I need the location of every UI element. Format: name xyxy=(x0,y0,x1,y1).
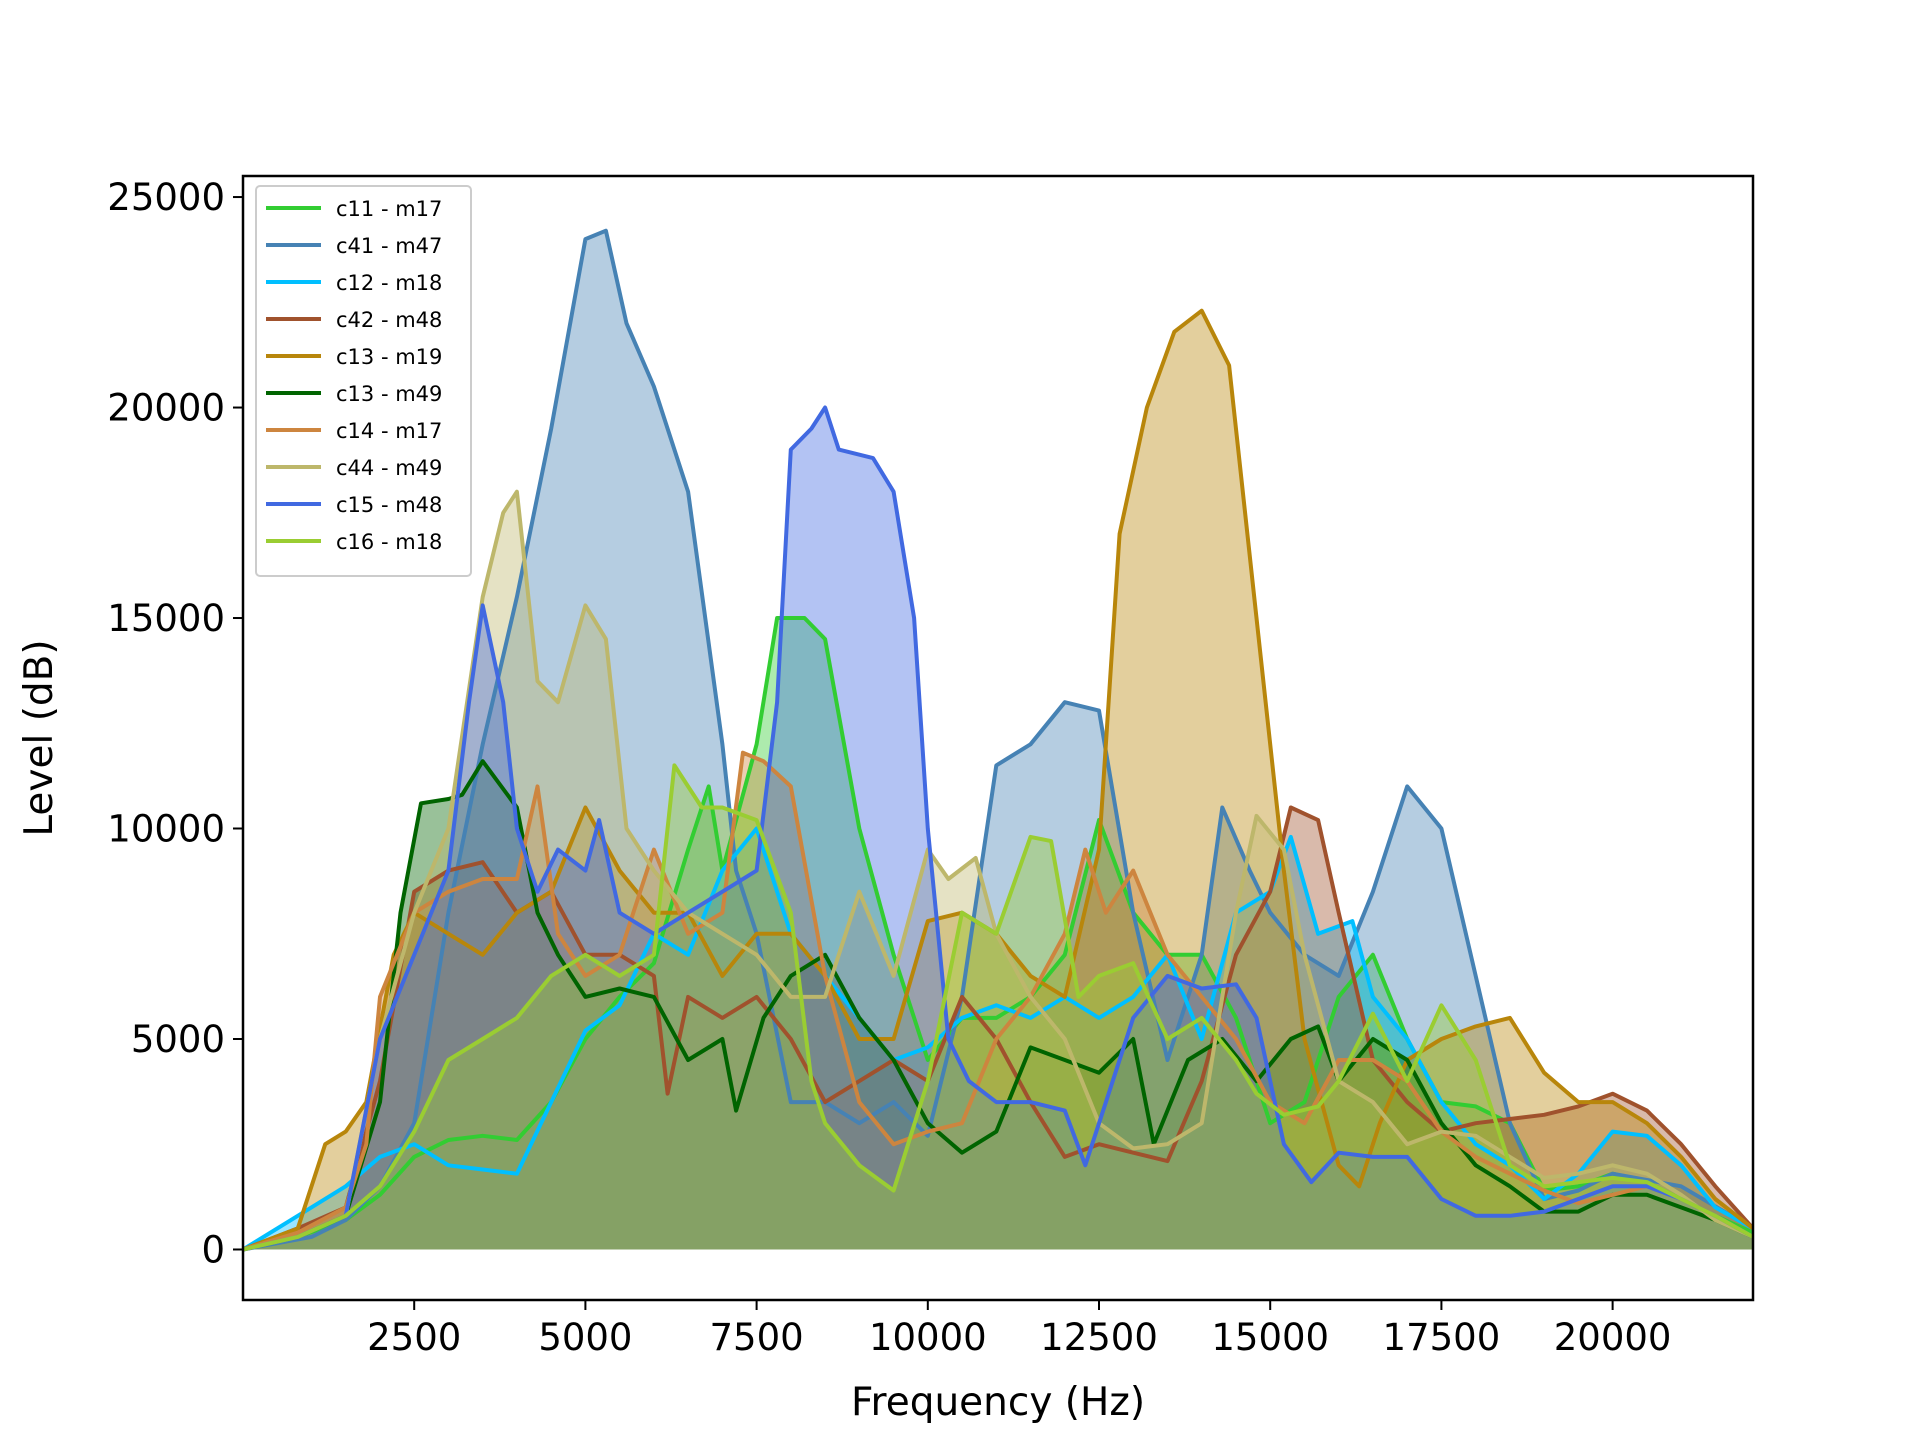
legend-label: c11 - m17 xyxy=(336,197,442,221)
x-tick-label: 15000 xyxy=(1211,1316,1329,1359)
legend-label: c15 - m48 xyxy=(336,493,442,517)
series-fill-c13-m19 xyxy=(243,310,1753,1250)
y-tick-label: 10000 xyxy=(107,808,225,851)
y-axis: 0 5000 10000 15000 20000 25000 xyxy=(107,176,243,1271)
x-axis: 2500 5000 7500 10000 12500 15000 17500 20000 xyxy=(367,1300,1671,1359)
series-fill-c13-m49 xyxy=(243,761,1753,1250)
x-tick-label: 10000 xyxy=(869,1316,987,1359)
series-line-c16-m18 xyxy=(243,763,1753,1252)
x-tick-label: 7500 xyxy=(710,1316,804,1359)
x-tick-label: 17500 xyxy=(1383,1316,1501,1359)
plot-frame xyxy=(241,174,1755,1302)
y-tick-label: 0 xyxy=(201,1228,225,1271)
y-tick-label: 20000 xyxy=(107,387,225,430)
series-fill-c44-m49 xyxy=(243,491,1753,1250)
legend-label: c12 - m18 xyxy=(336,271,442,295)
legend-label: c13 - m19 xyxy=(336,345,442,369)
legend: c11 - m17 c41 - m47 c12 - m18 c42 - m48 c13 … xyxy=(255,185,472,577)
series-lines xyxy=(243,228,1753,1252)
series-line-c14-m17 xyxy=(243,750,1753,1252)
legend-label: c16 - m18 xyxy=(336,530,442,554)
legend-label: c41 - m47 xyxy=(336,234,442,258)
series-fill-c11-m17 xyxy=(243,618,1753,1250)
series-fill-c14-m17 xyxy=(243,752,1753,1250)
series-line-c12-m18 xyxy=(243,826,1753,1252)
y-axis-title: Level (dB) xyxy=(17,639,62,836)
series-line-c15-m48 xyxy=(243,405,1753,1252)
x-axis-title: Frequency (Hz) xyxy=(851,1380,1145,1425)
y-tick-label: 15000 xyxy=(107,597,225,640)
x-tick-label: 20000 xyxy=(1554,1316,1672,1359)
series-fill-c15-m48 xyxy=(243,407,1753,1250)
y-tick-label: 5000 xyxy=(131,1018,225,1061)
legend-label: c44 - m49 xyxy=(336,456,442,480)
legend-label: c13 - m49 xyxy=(336,382,442,406)
series-line-c44-m49 xyxy=(243,489,1753,1252)
x-tick-label: 2500 xyxy=(367,1316,461,1359)
x-tick-label: 12500 xyxy=(1040,1316,1158,1359)
x-tick-label: 5000 xyxy=(538,1316,632,1359)
series-line-c13-m49 xyxy=(243,759,1753,1252)
legend-label: c14 - m17 xyxy=(336,419,442,443)
legend-label: c42 - m48 xyxy=(336,308,442,332)
y-tick-label: 25000 xyxy=(107,176,225,219)
series-line-c13-m19 xyxy=(243,308,1753,1252)
